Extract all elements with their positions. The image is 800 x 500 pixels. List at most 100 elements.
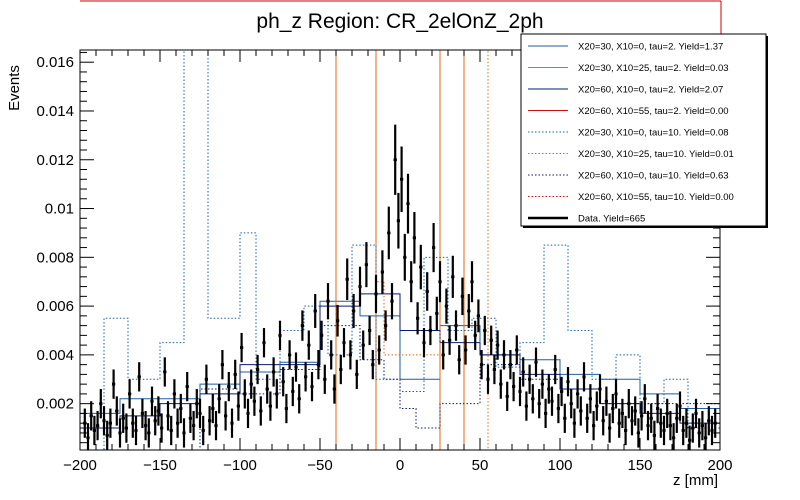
data-point-158 bbox=[588, 397, 592, 401]
data-point-162 bbox=[601, 419, 605, 423]
data-point-159 bbox=[592, 424, 596, 428]
data-point-95 bbox=[387, 231, 391, 235]
data-point-3 bbox=[92, 428, 96, 432]
x-tick-label: 200 bbox=[707, 457, 732, 474]
data-point-81 bbox=[342, 341, 346, 345]
data-point-90 bbox=[371, 363, 375, 367]
data-point-126 bbox=[486, 377, 490, 381]
data-point-178 bbox=[652, 433, 656, 437]
y-tick-label: 0.012 bbox=[36, 152, 74, 169]
data-point-89 bbox=[368, 328, 372, 332]
data-point-85 bbox=[355, 372, 359, 376]
data-point-9 bbox=[112, 382, 116, 386]
data-point-68 bbox=[300, 324, 304, 328]
data-point-187 bbox=[681, 428, 685, 432]
data-point-141 bbox=[534, 360, 538, 364]
data-point-109 bbox=[432, 246, 436, 250]
data-point-160 bbox=[595, 404, 599, 408]
data-point-118 bbox=[460, 294, 464, 298]
data-point-149 bbox=[560, 389, 564, 393]
data-point-19 bbox=[144, 424, 148, 428]
x-tick-label: −150 bbox=[143, 457, 177, 474]
data-point-155 bbox=[579, 409, 583, 413]
data-point-28 bbox=[172, 392, 176, 396]
y-tick-label: 0.01 bbox=[45, 201, 74, 218]
data-point-177 bbox=[649, 416, 653, 420]
x-tick-label: 0 bbox=[396, 457, 404, 474]
data-point-117 bbox=[457, 358, 461, 362]
x-tick-label: 150 bbox=[627, 457, 652, 474]
data-point-47 bbox=[233, 372, 237, 376]
data-point-25 bbox=[163, 370, 167, 374]
data-point-70 bbox=[307, 343, 311, 347]
data-point-67 bbox=[297, 397, 301, 401]
data-point-66 bbox=[294, 365, 298, 369]
data-point-45 bbox=[227, 385, 231, 389]
data-point-51 bbox=[246, 411, 250, 415]
data-point-139 bbox=[528, 377, 532, 381]
data-point-132 bbox=[505, 394, 509, 398]
data-point-195 bbox=[707, 419, 711, 423]
data-point-8 bbox=[108, 421, 112, 425]
data-point-64 bbox=[288, 353, 292, 357]
data-point-113 bbox=[444, 304, 448, 308]
data-point-39 bbox=[208, 419, 212, 423]
data-point-161 bbox=[598, 387, 602, 391]
data-point-65 bbox=[291, 389, 295, 393]
data-point-124 bbox=[480, 363, 484, 367]
data-point-165 bbox=[611, 407, 615, 411]
data-point-190 bbox=[691, 426, 695, 430]
data-point-144 bbox=[544, 411, 548, 415]
data-point-6 bbox=[102, 419, 106, 423]
data-point-194 bbox=[704, 436, 708, 440]
data-point-180 bbox=[659, 421, 663, 425]
data-point-156 bbox=[582, 375, 586, 379]
x-tick-label: −50 bbox=[307, 457, 332, 474]
data-point-42 bbox=[217, 397, 221, 401]
y-tick-label: 0.014 bbox=[36, 103, 74, 120]
data-point-80 bbox=[339, 368, 343, 372]
x-tick-label: 100 bbox=[547, 457, 572, 474]
data-point-106 bbox=[422, 341, 426, 345]
y-tick-label: 0.006 bbox=[36, 298, 74, 315]
data-point-31 bbox=[182, 431, 186, 435]
data-point-111 bbox=[438, 280, 442, 284]
data-point-49 bbox=[240, 346, 244, 350]
data-point-120 bbox=[467, 309, 471, 313]
data-point-142 bbox=[537, 402, 541, 406]
x-axis-label: z [mm] bbox=[673, 472, 718, 489]
data-point-29 bbox=[176, 421, 180, 425]
data-point-71 bbox=[310, 385, 314, 389]
legend-label-5: X20=30, X10=0, tau=10. Yield=0.08 bbox=[578, 128, 729, 139]
data-point-151 bbox=[566, 380, 570, 384]
data-point-101 bbox=[406, 202, 410, 206]
data-point-59 bbox=[272, 370, 276, 374]
legend-label-1: X20=30, X10=0, tau=2. Yield=1.37 bbox=[578, 42, 723, 53]
data-point-36 bbox=[198, 411, 202, 415]
data-point-88 bbox=[364, 263, 368, 267]
legend-label-3: X20=60, X10=0, tau=2. Yield=2.07 bbox=[578, 85, 723, 96]
data-point-92 bbox=[377, 348, 381, 352]
data-point-175 bbox=[643, 397, 647, 401]
data-point-184 bbox=[672, 436, 676, 440]
data-point-37 bbox=[201, 428, 205, 432]
data-point-55 bbox=[259, 409, 263, 413]
data-point-17 bbox=[137, 375, 141, 379]
data-point-133 bbox=[508, 363, 512, 367]
data-point-136 bbox=[518, 389, 522, 393]
data-point-169 bbox=[624, 428, 628, 432]
data-point-16 bbox=[134, 428, 138, 432]
chart-title: ph_z Region: CR_2elOnZ_2ph bbox=[256, 10, 543, 33]
data-point-186 bbox=[678, 404, 682, 408]
data-point-41 bbox=[214, 424, 218, 428]
data-point-58 bbox=[268, 404, 272, 408]
data-point-153 bbox=[572, 421, 576, 425]
data-point-122 bbox=[473, 333, 477, 337]
data-point-1 bbox=[86, 436, 90, 440]
data-point-73 bbox=[316, 363, 320, 367]
data-point-168 bbox=[620, 411, 624, 415]
data-point-191 bbox=[694, 411, 698, 415]
data-point-102 bbox=[409, 280, 413, 284]
data-point-114 bbox=[448, 338, 452, 342]
